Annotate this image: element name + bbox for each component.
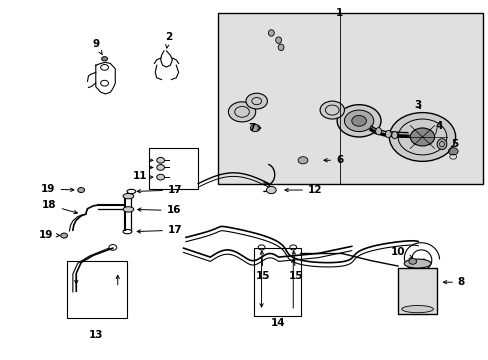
Text: 6: 6 (323, 155, 343, 165)
Text: 2: 2 (165, 32, 172, 48)
Circle shape (61, 233, 67, 238)
Circle shape (344, 110, 373, 132)
Text: 1: 1 (335, 8, 343, 18)
Ellipse shape (391, 132, 397, 139)
Circle shape (351, 116, 366, 126)
Ellipse shape (123, 207, 134, 212)
Text: 12: 12 (285, 185, 322, 195)
Bar (254, 248, 300, 316)
Circle shape (408, 258, 416, 264)
Circle shape (266, 186, 276, 194)
Circle shape (320, 101, 344, 119)
Text: 5: 5 (450, 139, 458, 149)
Ellipse shape (278, 44, 284, 50)
Ellipse shape (275, 37, 281, 43)
Text: 17: 17 (137, 225, 182, 235)
Ellipse shape (404, 259, 430, 268)
Text: 16: 16 (138, 206, 181, 216)
Text: 7: 7 (247, 123, 261, 133)
Circle shape (228, 102, 255, 122)
Circle shape (447, 148, 457, 155)
Text: 11: 11 (132, 171, 146, 181)
Ellipse shape (268, 30, 274, 36)
Text: 8: 8 (443, 277, 464, 287)
Text: 15: 15 (288, 251, 303, 281)
Circle shape (250, 125, 260, 132)
Text: 19: 19 (38, 230, 60, 239)
Circle shape (298, 157, 307, 164)
Ellipse shape (436, 139, 446, 149)
Text: 19: 19 (41, 184, 74, 194)
Text: 3: 3 (413, 100, 420, 110)
Circle shape (409, 128, 434, 146)
FancyBboxPatch shape (217, 13, 483, 184)
Text: 15: 15 (255, 251, 270, 281)
Text: 17: 17 (137, 185, 182, 195)
Circle shape (157, 165, 164, 170)
Circle shape (78, 188, 84, 193)
Ellipse shape (375, 128, 381, 135)
Ellipse shape (123, 193, 134, 199)
Text: 4: 4 (435, 121, 442, 131)
Circle shape (102, 57, 107, 61)
Bar (397, 268, 436, 315)
Bar (66, 261, 127, 318)
Text: 9: 9 (92, 40, 102, 55)
Circle shape (157, 157, 164, 163)
Text: 18: 18 (42, 200, 77, 214)
Text: 14: 14 (270, 318, 285, 328)
Bar (149, 148, 198, 189)
Text: 10: 10 (390, 247, 412, 258)
Circle shape (157, 174, 164, 180)
Text: 13: 13 (88, 330, 103, 340)
Circle shape (388, 113, 455, 161)
Ellipse shape (385, 131, 390, 138)
Circle shape (245, 93, 267, 109)
Ellipse shape (401, 306, 432, 313)
Circle shape (336, 105, 380, 137)
